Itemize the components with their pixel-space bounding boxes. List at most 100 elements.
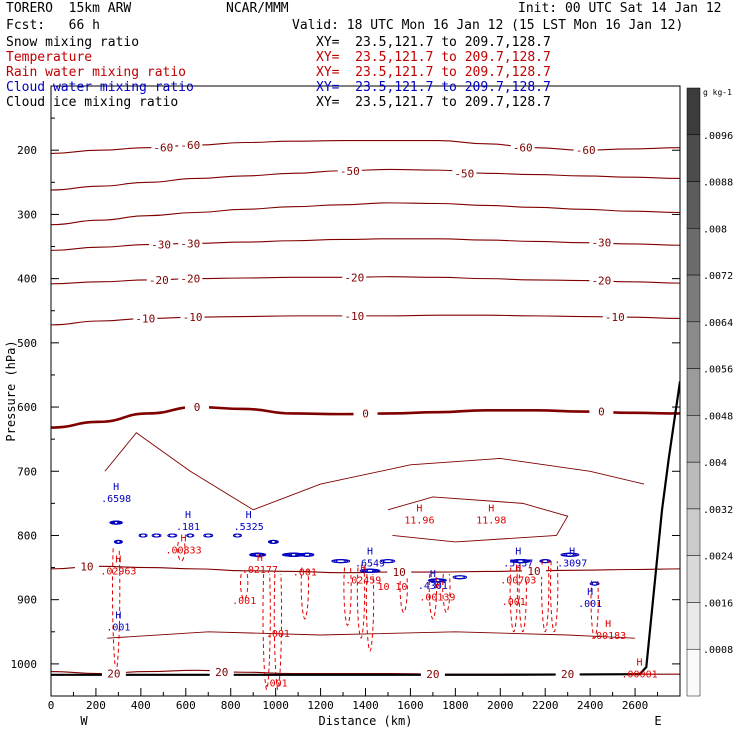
extremum-value: .5325 xyxy=(234,522,264,533)
extremum-value: .00703 xyxy=(500,576,536,587)
forecast-hour: Fcst: 66 h xyxy=(6,18,100,33)
isotherm-label: 0 xyxy=(362,407,369,420)
isotherm-line xyxy=(51,202,680,226)
rain-water-contour xyxy=(442,573,451,614)
rain-contour-label: 10 xyxy=(395,582,407,593)
extremum-value: .001 xyxy=(578,599,602,610)
y-tick-label: 400 xyxy=(17,273,37,286)
extremum-marker: H xyxy=(416,503,422,514)
extremum-marker: H xyxy=(115,611,121,622)
extremum-marker: H xyxy=(367,546,373,557)
isotherm-label-bg xyxy=(149,238,174,251)
isotherm-layer xyxy=(51,140,680,675)
rain-water-layer xyxy=(111,541,599,691)
y-tick-label: 500 xyxy=(17,337,37,350)
isotherm-line xyxy=(51,168,680,191)
contour-label-layer: -60 -60 -60 -60 -50 -50 -30 -30 -30 -20 -20 -20 -20 -… xyxy=(74,139,658,689)
colorbar-tick-label: .0088 xyxy=(703,178,733,189)
plot-background xyxy=(51,86,680,696)
extremum-value: .00183 xyxy=(590,631,626,642)
cloud-water-contour xyxy=(114,520,119,525)
rain-water-contour xyxy=(428,573,438,620)
x-tick-label: 400 xyxy=(131,699,151,712)
extremum-marker: H xyxy=(360,564,366,575)
extremum-value: .6549 xyxy=(355,558,385,569)
extremum-value: 11.98 xyxy=(476,515,506,526)
legend-rain-label: Rain water mixing ratio xyxy=(6,65,187,80)
colorbar-tick-label: .0032 xyxy=(703,505,733,516)
cloud-water-contour xyxy=(366,568,374,573)
x-tick-label: 2200 xyxy=(532,699,559,712)
extremum-value: .3097 xyxy=(557,558,587,569)
cloud-water-contour xyxy=(204,533,212,538)
isotherm-label: 0 xyxy=(598,406,605,419)
colorbar-cell xyxy=(686,415,701,463)
legend-rain-xy: XY= 23.5,121.7 to 209.7,128.7 xyxy=(316,65,551,80)
extremum-value: .001 xyxy=(106,623,130,634)
extremum-value: .00833 xyxy=(165,546,201,557)
colorbar-cell xyxy=(686,228,701,276)
y-tick-label: 1000 xyxy=(11,658,38,671)
isotherm-label-bg xyxy=(510,141,535,154)
rain-water-contour xyxy=(177,541,186,562)
extremum-marker: H xyxy=(185,510,191,521)
isotherm-label-bg xyxy=(133,312,158,325)
cloud-water-contour xyxy=(290,552,297,557)
y-tick-label: 700 xyxy=(17,465,37,478)
legend-cloud-water-label: Cloud water mixing ratio xyxy=(6,80,194,95)
colorbar-cell xyxy=(686,321,701,369)
isotherm-label-bg xyxy=(185,401,210,414)
legend-cloud-ice-xy: XY= 23.5,121.7 to 209.7,128.7 xyxy=(316,95,551,110)
isotherm-label: -10 xyxy=(605,311,625,324)
colorbar-cell xyxy=(686,508,701,556)
legend-cloud-ice-label: Cloud ice mixing ratio xyxy=(6,95,179,110)
y-tick-label: 900 xyxy=(17,594,37,607)
extremum-marker: H xyxy=(115,555,121,566)
rain-contour-label: .001 xyxy=(232,596,256,607)
extremum-value: 11.96 xyxy=(404,515,434,526)
isotherm-label-bg xyxy=(178,237,203,250)
extremum-value: .00139 xyxy=(419,592,455,603)
isotherm-label-bg xyxy=(342,271,367,284)
rain-water-contour xyxy=(262,573,271,691)
rain-water-contour xyxy=(541,561,550,633)
cloud-water-contour xyxy=(542,559,549,564)
legend-snow-label: Snow mixing ratio xyxy=(6,35,140,50)
extremum-value: .4301 xyxy=(418,581,448,592)
isotherm-label-bg xyxy=(452,167,477,180)
isotherm-label-bg xyxy=(178,272,203,285)
extremum-value: .6598 xyxy=(101,494,131,505)
x-tick-label: 2600 xyxy=(622,699,649,712)
x-tick-label: 2000 xyxy=(487,699,514,712)
y-tick-label: 300 xyxy=(17,208,37,221)
rain-water-contour xyxy=(365,573,375,652)
isotherm-label-bg xyxy=(353,407,378,420)
isotherm-label: -30 xyxy=(591,237,611,250)
isotherm-label-bg xyxy=(589,236,614,249)
colorbar-tick-label: .0048 xyxy=(703,411,733,422)
isotherm-label: -50 xyxy=(454,167,474,180)
rain-water-contour xyxy=(509,567,518,633)
isotherm-label: -20 xyxy=(180,273,200,286)
isotherm-label: -20 xyxy=(149,274,169,287)
isotherm-label: 20 xyxy=(561,668,574,681)
isotherm-label-bg xyxy=(589,405,614,418)
isotherm-label-bg xyxy=(573,144,598,157)
colorbar-cell xyxy=(686,368,701,416)
colorbar-tick-label: .0064 xyxy=(703,318,733,329)
center-title: NCAR/MMM xyxy=(226,1,289,16)
isotherm-label: -60 xyxy=(576,144,596,157)
rain-water-contour xyxy=(590,580,599,639)
extremum-value: .02963 xyxy=(100,567,136,578)
x-tick-label: 200 xyxy=(86,699,106,712)
isotherm-label: -30 xyxy=(180,237,200,250)
y-axis-label: Pressure (hPa) xyxy=(4,340,18,441)
rain-water-contour xyxy=(273,573,283,691)
x-tick-label: 0 xyxy=(48,699,55,712)
isotherm-label: -20 xyxy=(591,275,611,288)
cloud-water-contour xyxy=(139,533,147,538)
colorbar-cell xyxy=(686,602,701,650)
colorbar-cell xyxy=(686,134,701,182)
extremum-marker: H xyxy=(434,580,440,591)
